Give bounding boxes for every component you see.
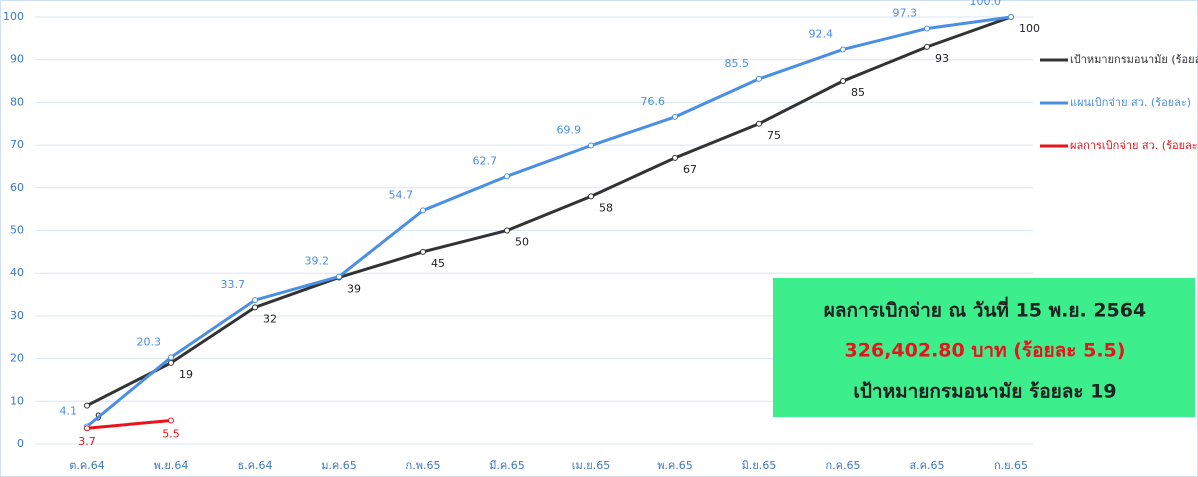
point xyxy=(504,173,510,180)
point xyxy=(588,142,594,149)
data-label: 85 xyxy=(851,86,865,99)
series-line xyxy=(86,15,1012,407)
x-tick-label: ก.พ.65 xyxy=(406,459,441,472)
data-label: 100 xyxy=(1019,22,1040,35)
point xyxy=(672,113,678,120)
point xyxy=(168,354,174,361)
data-label: 67 xyxy=(683,163,697,176)
y-tick-label: 80 xyxy=(10,95,24,108)
point xyxy=(252,304,258,311)
annotation: ผลการเบิกจ่าย ณ วันที่ 15 พ.ย. 2564 xyxy=(824,297,1146,322)
point xyxy=(252,297,258,304)
y-tick-label: 60 xyxy=(10,181,24,194)
y-tick-label: 50 xyxy=(10,224,24,237)
data-label: 4.1 xyxy=(60,404,78,417)
x-tick-label: ก.ค.65 xyxy=(825,459,860,472)
legend-label: ผลการเบิกจ่าย สว. (ร้อยละ) xyxy=(1070,139,1198,152)
data-label: 93 xyxy=(935,52,949,65)
data-label: 3.7 xyxy=(78,435,96,448)
point xyxy=(672,154,678,161)
data-label: 76.6 xyxy=(641,95,666,108)
x-tick-label: ธ.ค.64 xyxy=(237,459,272,472)
data-label: 50 xyxy=(515,236,529,249)
data-label: 62.7 xyxy=(473,154,498,167)
data-label: 45 xyxy=(431,257,445,270)
point xyxy=(840,46,846,53)
point xyxy=(924,25,930,32)
data-label: 85.5 xyxy=(725,57,750,70)
series-line xyxy=(86,15,1012,428)
point xyxy=(588,193,594,200)
annotation-box xyxy=(773,278,1195,417)
point xyxy=(420,207,426,214)
point xyxy=(84,425,90,432)
y-tick-label: 40 xyxy=(10,266,24,279)
y-tick-label: 30 xyxy=(10,309,24,322)
data-label: 58 xyxy=(599,201,613,214)
x-tick-label: ส.ค.65 xyxy=(909,459,944,472)
legend-label: เป้าหมายกรมอนามัย (ร้อยละ) xyxy=(1070,53,1198,66)
point xyxy=(1008,14,1014,20)
data-label: 20.3 xyxy=(137,335,162,348)
x-tick-label: พ.ค.65 xyxy=(657,459,693,472)
data-label: 39 xyxy=(347,282,361,295)
annotation: 326,402.80 บาท (ร้อยละ 5.5) xyxy=(845,340,1126,362)
y-tick-label: 10 xyxy=(10,394,24,407)
point xyxy=(168,359,174,366)
x-tick-label: เม.ย.65 xyxy=(572,459,610,472)
data-label: 97.3 xyxy=(893,7,918,20)
x-tick-label: มิ.ย.65 xyxy=(742,459,777,472)
data-label: 75 xyxy=(767,129,781,142)
y-tick-label: 70 xyxy=(10,138,24,151)
series-line xyxy=(86,419,172,430)
data-label: 19 xyxy=(179,368,193,381)
point xyxy=(84,402,90,409)
x-tick-label: ม.ค.65 xyxy=(321,459,357,472)
point xyxy=(336,273,342,280)
point xyxy=(420,248,426,255)
data-label: 39.2 xyxy=(305,255,330,268)
y-tick-label: 20 xyxy=(10,352,24,365)
point xyxy=(756,75,762,82)
annotation: เป้าหมายกรมอนามัย ร้อยละ 19 xyxy=(853,381,1116,403)
point xyxy=(924,43,930,50)
y-tick-label: 0 xyxy=(17,437,24,450)
point xyxy=(756,120,762,127)
point xyxy=(504,227,510,234)
x-tick-label: ต.ค.64 xyxy=(69,459,105,472)
x-tick-label: มี.ค.65 xyxy=(489,459,525,472)
y-tick-label: 90 xyxy=(10,53,24,66)
data-label: 69.9 xyxy=(557,124,582,137)
x-tick-label: พ.ย.64 xyxy=(154,459,189,472)
data-label: 54.7 xyxy=(389,188,414,201)
y-tick-label: 100 xyxy=(3,10,24,23)
point xyxy=(168,417,174,424)
data-label: 33.7 xyxy=(221,278,246,291)
data-label: 92.4 xyxy=(809,27,834,40)
data-label: 5.5 xyxy=(162,428,180,441)
data-label: 100.0 xyxy=(970,0,1002,8)
data-label: 32 xyxy=(263,312,277,325)
point xyxy=(840,78,846,85)
legend-label: แผนเบิกจ่าย สว. (ร้อยละ) xyxy=(1070,96,1191,109)
x-tick-label: ก.ย.65 xyxy=(994,459,1028,472)
